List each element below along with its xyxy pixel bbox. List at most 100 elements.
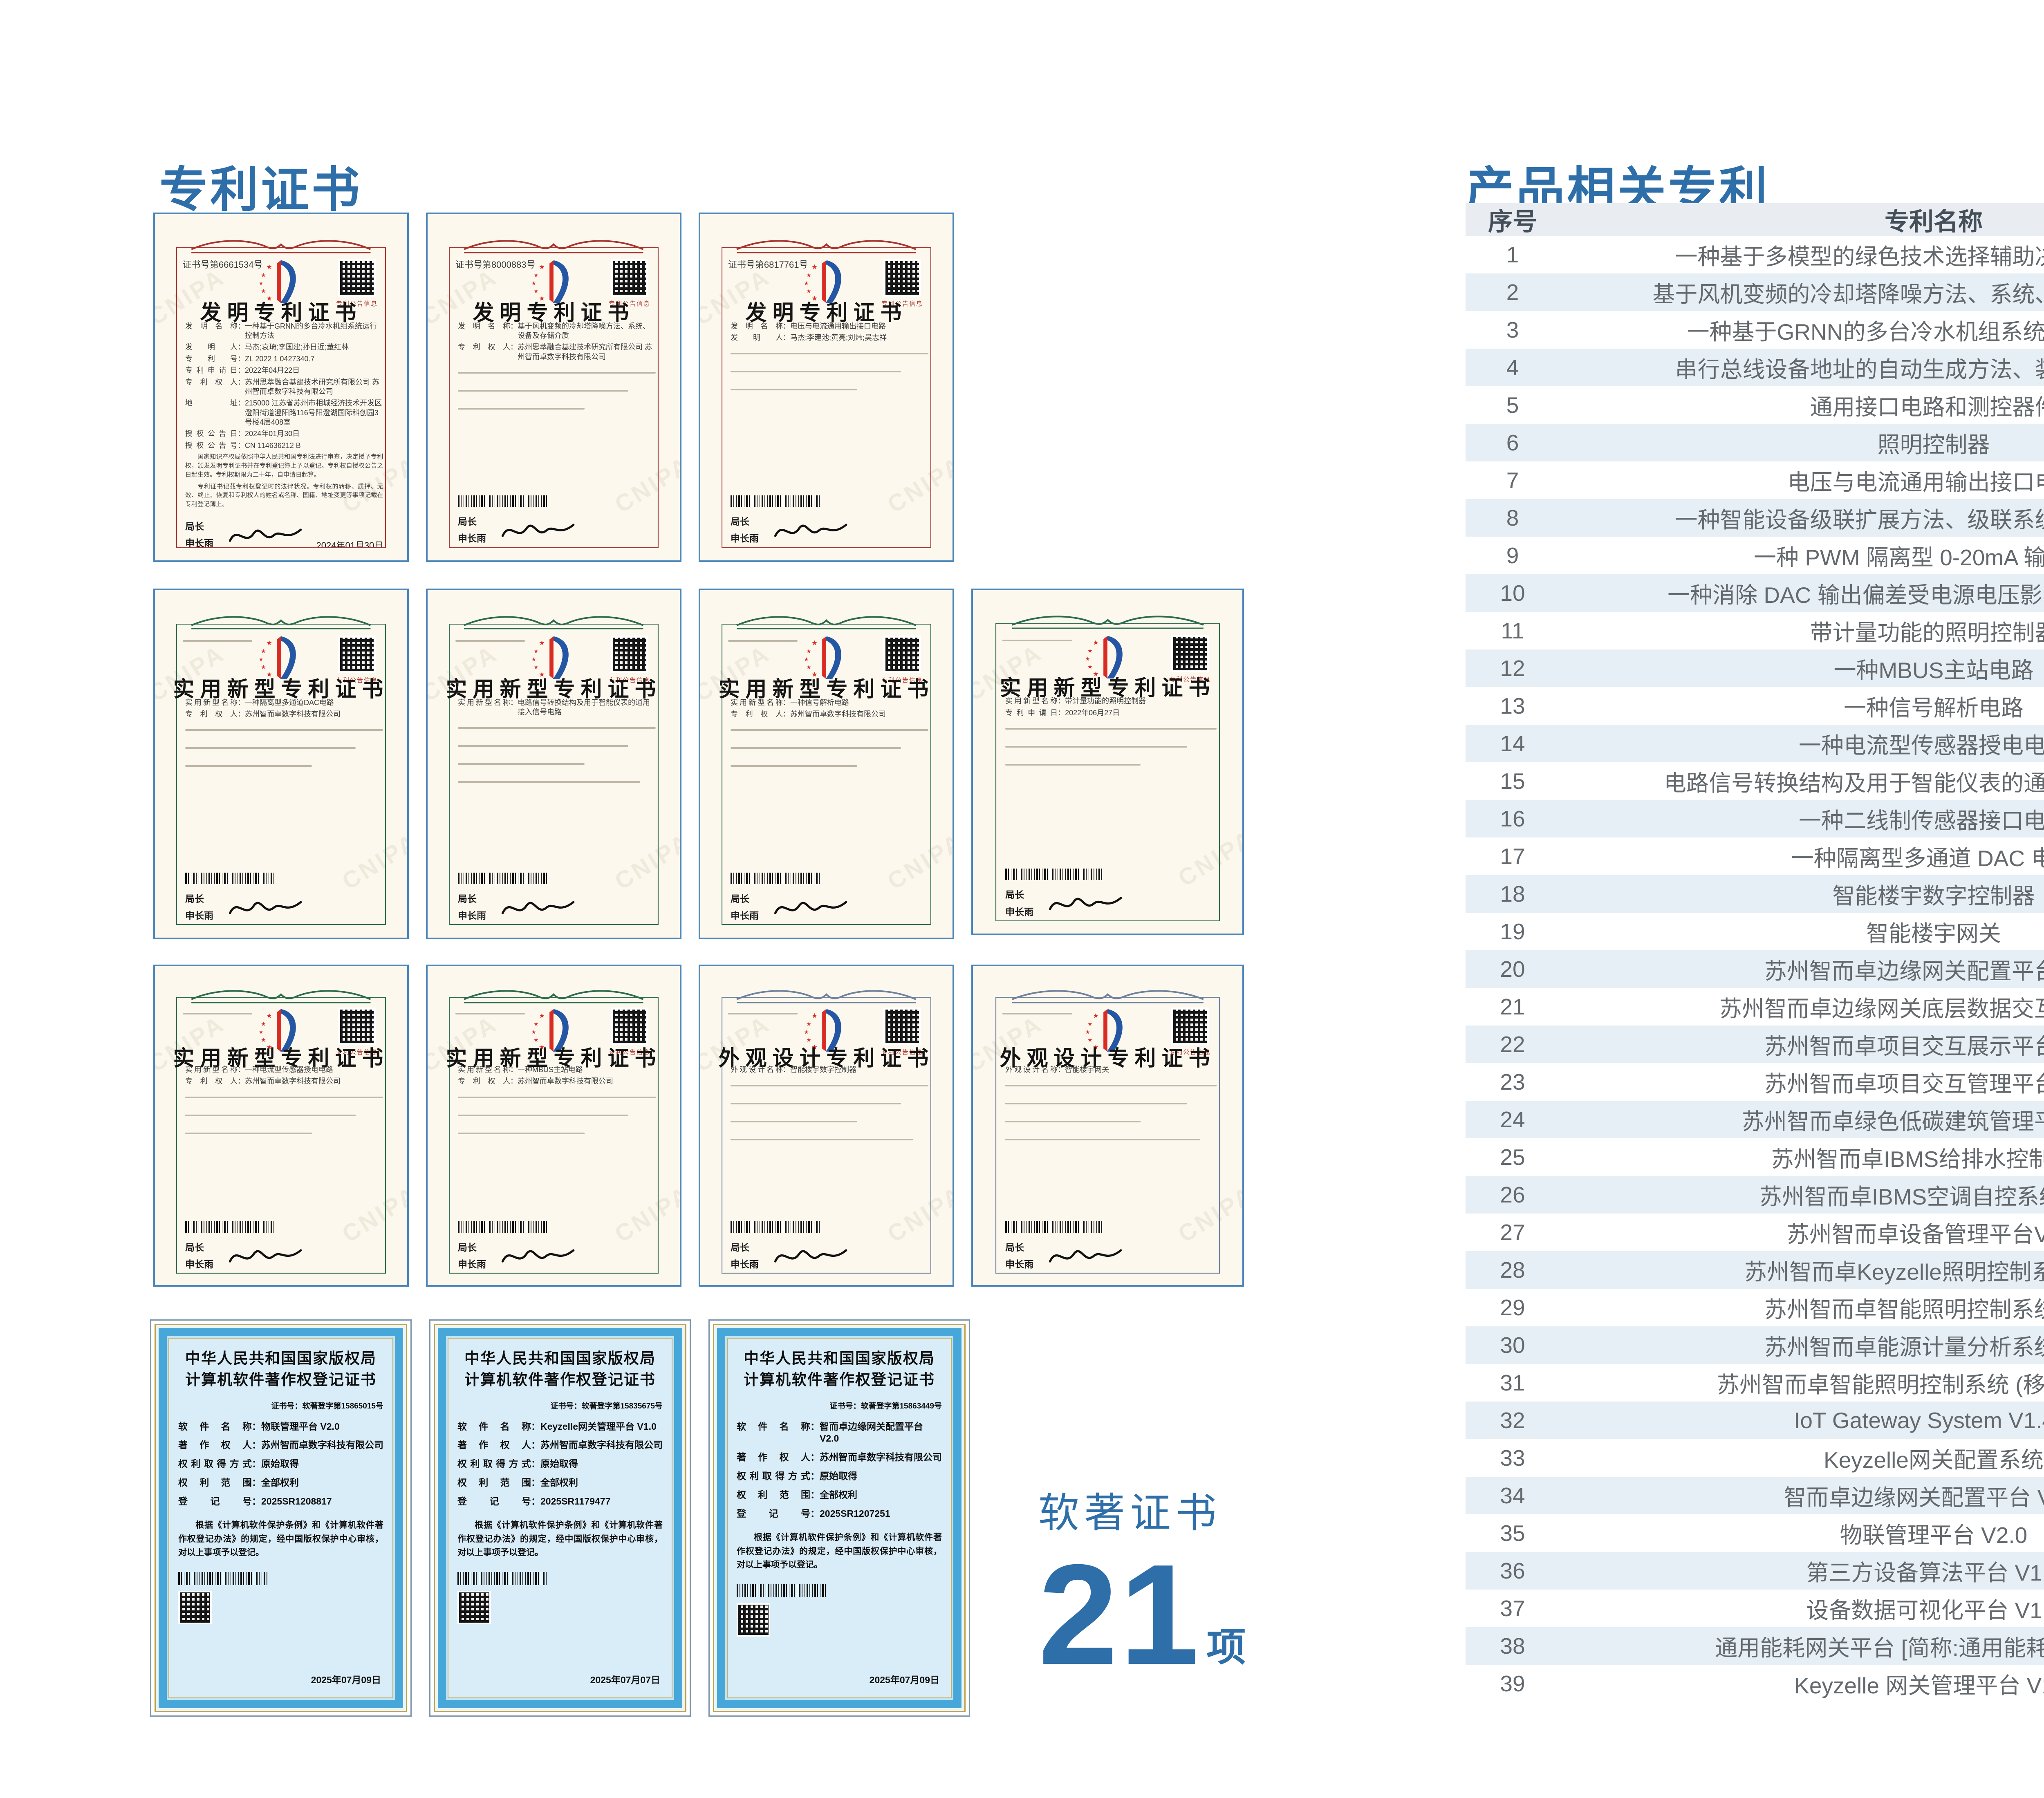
cell-no: 15 xyxy=(1500,768,1525,794)
signer-name: 申长雨 xyxy=(185,538,214,547)
field-label: 登记号 xyxy=(178,1496,252,1507)
placeholder-text-line xyxy=(185,1096,383,1098)
placeholder-text-line xyxy=(1005,1103,1187,1105)
table-row: 3一种基于GRNN的多台冷水机组系统运行控制方法发明 xyxy=(1466,311,2044,349)
certificate-field: 发明人：马杰;李建池;黄亮;刘炜;吴志祥 xyxy=(731,333,928,343)
signature-block: 局长 申长雨 xyxy=(731,1239,928,1273)
svg-text:★: ★ xyxy=(811,640,818,647)
field-value: 智而卓边缘网关配置平台 V2.0 xyxy=(820,1421,923,1444)
certificate-paragraph: 根据《计算机软件保护条例》和《计算机软件著作权登记办法》的规定，经中国版权保护中… xyxy=(457,1520,663,1558)
cell-no: 34 xyxy=(1500,1483,1525,1508)
svg-text:★: ★ xyxy=(533,288,539,294)
signer-name: 申长雨 xyxy=(1005,906,1034,917)
svg-text:★: ★ xyxy=(261,664,266,670)
field-label: 专利权人 xyxy=(731,710,783,718)
field-label: 外观设计名称 xyxy=(1005,1065,1058,1074)
qr-code-icon: 专利公告信息 xyxy=(608,259,651,308)
cell-no: 36 xyxy=(1500,1558,1525,1583)
certificate-date: 2025年07月09日 xyxy=(869,1675,939,1685)
svg-text:★: ★ xyxy=(806,288,811,294)
certificate-title-line1: 中华人民共和国国家版权局 xyxy=(185,1350,377,1367)
cell-patent-name: 苏州智而卓项目交互管理平台V1.0 xyxy=(1764,1071,2044,1097)
certificate-serial: 证书号：软著登字第15863449号 xyxy=(829,1402,942,1411)
qr-code-icon: 专利公告信息 xyxy=(881,635,923,684)
svg-text:★: ★ xyxy=(1087,663,1093,670)
table-row: 29苏州智而卓智能照明控制系统V1.0软著 xyxy=(1466,1289,2044,1326)
placeholder-text-line xyxy=(458,390,628,392)
certificate-date: 2025年07月09日 xyxy=(311,1675,381,1685)
certificate-serial xyxy=(1002,1006,1072,1017)
cell-no: 20 xyxy=(1500,956,1525,982)
cell-patent-name: 一种信号解析电路 xyxy=(1843,695,2024,721)
field-value: 一种基于GRNN的多台冷水机组系统运行控制方法 xyxy=(245,322,377,340)
field-label: 专利权人 xyxy=(458,343,511,352)
ornament-flourish-icon xyxy=(736,616,917,629)
field-value: ZL 2022 1 0427340.7 xyxy=(245,354,315,363)
certificate-field: 实用新型名称：一种MBUS主站电路 xyxy=(458,1065,656,1075)
certificate-field: 专利申请日： 2022年06月27日 xyxy=(1005,708,1217,718)
cell-no: 14 xyxy=(1500,731,1525,756)
ornament-flourish xyxy=(188,613,374,632)
svg-text:★: ★ xyxy=(266,1043,272,1051)
software-certificate-frame: 中华人民共和国国家版权局 计算机软件著作权登记证书 证书号：软著登字第15835… xyxy=(438,1328,682,1708)
software-copyright-certificate: 中华人民共和国国家版权局 计算机软件著作权登记证书 证书号：软著登字第15865… xyxy=(150,1319,412,1717)
certificate-title: 外观设计专利证书 xyxy=(718,1047,935,1071)
cell-patent-name: 带计量功能的照明控制器 xyxy=(1810,620,2044,645)
svg-text:★: ★ xyxy=(1093,1012,1099,1019)
cnipa-logo-icon: ★ ★ ★ ★ ★ xyxy=(531,636,569,679)
field-value: 马杰;袁琦;李国建;孙日近;董红林 xyxy=(245,343,349,352)
table-row: 23苏州智而卓项目交互管理平台V1.0软著 xyxy=(1466,1063,2044,1101)
table-header-no: 序号 xyxy=(1488,208,1537,235)
signer-name: 申长雨 xyxy=(1005,1258,1034,1270)
cnipa-logo: ★ ★ ★ ★ ★ xyxy=(1081,1006,1134,1055)
field-label: 发明人 xyxy=(185,343,238,352)
cell-no: 10 xyxy=(1500,580,1525,606)
certificate-inner-frame xyxy=(176,247,386,548)
field-value: 原始取得 xyxy=(820,1471,857,1482)
field-value: 带计量功能的照明控制器 xyxy=(1065,697,1146,705)
cell-patent-name: 苏州智而卓IBMS给排水控制系统 xyxy=(1771,1146,2044,1172)
ornament-flourish xyxy=(733,237,920,256)
certificate-field: 权利范围：全部权利 xyxy=(178,1477,383,1489)
field-label: 登记号 xyxy=(737,1508,810,1519)
certificate-body: 实用新型名称：一种隔离型多通道DAC电路 专利权人：苏州智而卓数字科技有限公司 局… xyxy=(185,698,383,925)
certificate-serial xyxy=(182,634,252,644)
cell-patent-name: 设备数据可视化平台 V1.0 xyxy=(1806,1598,2044,1623)
certificate-field: 实用新型名称：一种电流型传感器授电电路 xyxy=(185,1065,383,1075)
barcode xyxy=(185,1221,276,1233)
table-row: 15电路信号转换结构及用于智能仪表的通用接入信号电路实用新型 xyxy=(1466,762,2044,800)
certificate-inner-frame xyxy=(721,247,932,548)
certificate-field: 权利取得方式：原始取得 xyxy=(178,1458,383,1470)
qr-caption: 专利公告信息 xyxy=(881,1049,923,1056)
table-row: 19智能楼宇网关外观 xyxy=(1466,913,2044,950)
certificate-serial xyxy=(455,1006,525,1017)
placeholder-text-line xyxy=(458,1114,628,1116)
field-label: 著作权人 xyxy=(737,1452,810,1463)
field-label: 权利取得方式 xyxy=(178,1458,252,1469)
signature-script-icon xyxy=(229,1249,302,1263)
svg-text:★: ★ xyxy=(1087,1037,1093,1043)
signature-script-icon xyxy=(229,901,302,914)
field-label: 权利范围 xyxy=(737,1489,810,1500)
cell-no: 22 xyxy=(1500,1032,1525,1057)
certificate-inner-frame xyxy=(995,623,1220,921)
certificate-body: 实用新型名称：一种电流型传感器授电电路 专利权人：苏州智而卓数字科技有限公司 局长… xyxy=(185,1065,383,1273)
svg-text:★: ★ xyxy=(811,671,818,678)
cell-no: 9 xyxy=(1506,543,1519,568)
certificate-field: 专利权人：苏州思萃融合基建技术研究所有限公司 苏州智而卓数字科技有限公司 xyxy=(458,343,656,362)
utility-model-patent-certificate: CNIPA CNIPA ★ ★ ★ ★ ★ 专利公告信息 实用新型专利证书 实用… xyxy=(153,589,409,939)
field-label: 发明名称 xyxy=(185,322,238,330)
qr-code-icon xyxy=(178,1590,212,1624)
software-certificates-count-block: 软著证书 21 项 xyxy=(1038,1480,1246,1686)
field-value: 原始取得 xyxy=(261,1458,299,1469)
signature-block: 局长 申长雨 xyxy=(1005,1239,1217,1273)
barcode xyxy=(458,1221,549,1233)
signer-label: 局长 xyxy=(731,516,750,527)
certificate-field: 实用新型名称：带计量功能的照明控制器 xyxy=(1005,696,1217,706)
cell-patent-name: 一种 PWM 隔离型 0-20mA 输出电路 xyxy=(1753,545,2044,570)
signature-script xyxy=(498,516,648,546)
certificate-field: 发明人：马杰;袁琦;李国建;孙日近;董红林 xyxy=(185,343,383,352)
